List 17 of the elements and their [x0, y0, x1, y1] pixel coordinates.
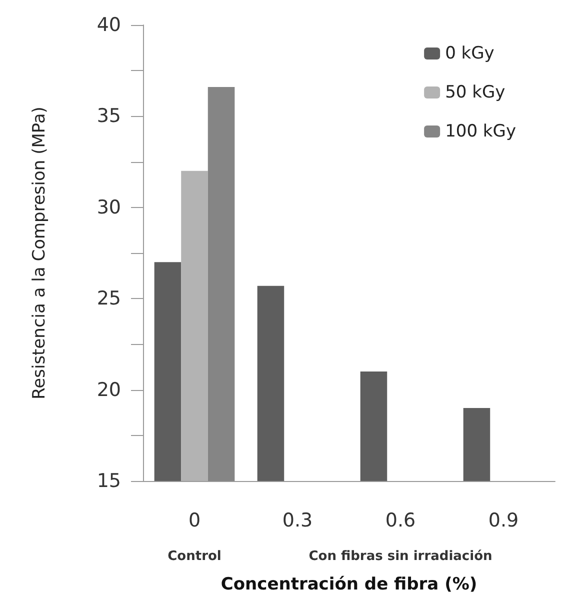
- x-tick-label: 0: [188, 510, 201, 532]
- text: Control: [168, 549, 222, 564]
- y-tick-label: 15: [96, 470, 121, 492]
- legend-label: 100 kGy: [445, 122, 516, 142]
- legend-label: 0 kGy: [445, 44, 494, 64]
- x-axis-title: Concentración de fibra (%): [220, 574, 478, 594]
- text: Con fibras sin irradiación: [308, 549, 492, 564]
- x-tick-label: 0.9: [488, 510, 519, 532]
- x-tick-label: 0.6: [385, 510, 416, 532]
- y-tick-label: 40: [96, 14, 121, 36]
- y-tick-label: 25: [96, 288, 121, 310]
- y-tick-label: 20: [96, 378, 121, 401]
- x-tick-label: 0.3: [282, 510, 313, 532]
- y-axis-title: Resistencia a la Compresion (MPa): [30, 106, 50, 400]
- legend-label: 50 kGy: [445, 82, 506, 102]
- y-tick-label: 35: [96, 105, 121, 128]
- y-tick-label: 30: [96, 196, 121, 218]
